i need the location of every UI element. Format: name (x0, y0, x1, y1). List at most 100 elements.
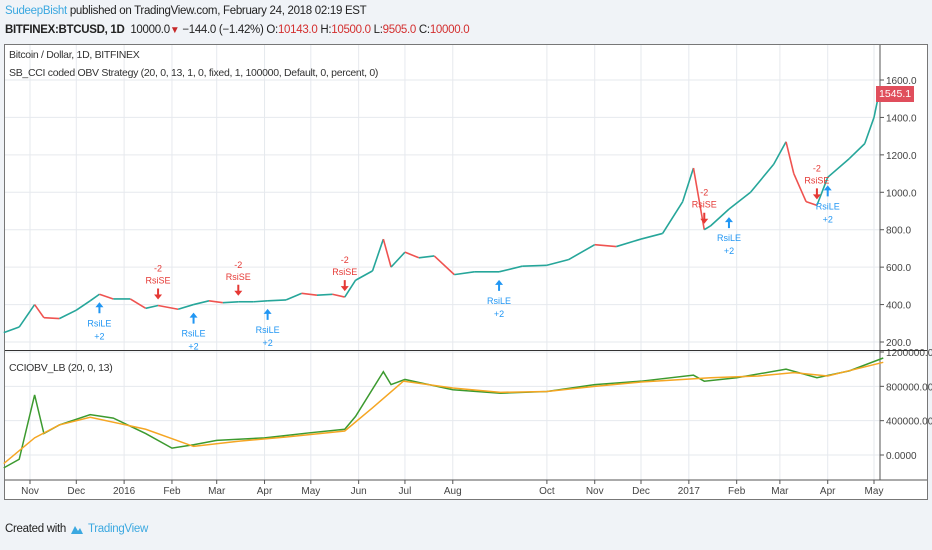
short-entry-arrow-icon (700, 212, 709, 224)
x-tick-label: Dec (67, 486, 85, 497)
price-segment (546, 258, 569, 267)
signal-label: RsiSE (332, 267, 357, 277)
x-tick-label: Mar (771, 486, 789, 497)
price-axis-label: 1200.0 (886, 151, 917, 162)
x-tick-label: Aug (444, 486, 462, 497)
price-segment (58, 309, 77, 320)
price-segment (43, 316, 60, 320)
price-segment (498, 265, 523, 273)
publish-info: SudeepBisht published on TradingView.com… (5, 5, 367, 17)
signal-qty: -2 (154, 264, 162, 274)
main-pane-title: Bitcoin / Dollar, 1D, BITFINEX (9, 49, 140, 61)
price-segment (177, 303, 194, 311)
price-segment (616, 238, 642, 248)
short-entry-arrow-icon (234, 284, 243, 296)
author-link[interactable]: SudeepBisht (5, 5, 67, 17)
price-segment (344, 279, 357, 298)
long-entry-arrow-icon (95, 302, 104, 314)
tradingview-link[interactable]: TradingView (87, 523, 148, 535)
signal-label: RsiLE (87, 318, 111, 328)
price-segment (522, 264, 547, 268)
ma-line (3, 361, 884, 465)
x-tick-label: May (301, 486, 320, 497)
price-segment (253, 300, 268, 303)
high-value: 10500.0 (331, 24, 371, 36)
close-value: 10000.0 (429, 24, 470, 36)
chart-container[interactable] (4, 44, 928, 500)
price-segment (749, 163, 775, 193)
price-segment (661, 201, 684, 234)
signal-qty: -2 (700, 188, 708, 198)
price-change: −144.0 (−1.42%) (182, 24, 264, 36)
low-label: L: (373, 24, 383, 36)
signal-label: RsiSE (804, 175, 829, 185)
x-tick-label: Jun (351, 486, 367, 497)
indicator-legend[interactable]: CCIOBV_LB (20, 0, 13) (9, 362, 113, 374)
short-entry-arrow-icon (340, 280, 349, 292)
x-tick-label: Oct (539, 486, 555, 497)
price-segment (157, 304, 179, 311)
signal-label: RsiSE (226, 272, 251, 282)
signal-qty: +2 (262, 338, 272, 348)
price-segment (89, 293, 100, 302)
price-segment (145, 304, 159, 310)
signal-qty: +2 (724, 246, 734, 256)
x-tick-label: Feb (163, 486, 181, 497)
price-axis-label: 1000.0 (886, 188, 917, 199)
symbol-info: BITFINEX:BTCUSD, 1D 10000.0 ▼ −144.0 (−1.… (5, 24, 470, 36)
created-with-text: Created with (5, 523, 66, 535)
price-segment (594, 243, 617, 248)
signal-label: RsiLE (182, 329, 206, 339)
down-triangle-icon: ▼ (169, 25, 180, 36)
short-entry-arrow-icon (154, 288, 163, 300)
price-segment (208, 300, 223, 304)
long-entry-arrow-icon (495, 279, 504, 291)
price-segment (404, 251, 420, 259)
price-segment (805, 200, 818, 207)
price-axis-label: 200.0 (886, 338, 911, 349)
price-axis-label: 600.0 (886, 263, 911, 274)
price-segment (640, 232, 663, 240)
x-tick-label: Apr (820, 486, 836, 497)
short-entry-arrow-icon (812, 188, 821, 200)
signal-qty: -2 (234, 260, 242, 270)
price-axis-label: 1600.0 (886, 76, 917, 87)
publish-text: published on TradingView.com, February 2… (69, 5, 367, 17)
indicator-axis-label: 0.0000 (886, 451, 917, 462)
x-tick-label: 2016 (113, 486, 136, 497)
signal-qty: -2 (341, 255, 349, 265)
price-segment (863, 117, 875, 144)
open-value: 10143.0 (277, 24, 318, 36)
footer: Created with TradingView (5, 523, 148, 535)
signal-label: RsiLE (487, 296, 511, 306)
price-segment (848, 143, 866, 160)
price-segment (709, 208, 730, 227)
x-tick-label: May (865, 486, 884, 497)
price-segment (433, 255, 455, 276)
indicator-axis-label: 800000.0000 (886, 382, 932, 393)
long-entry-arrow-icon (724, 217, 733, 229)
price-segment (382, 238, 392, 268)
open-label: O: (266, 24, 278, 36)
x-tick-label: Nov (21, 486, 39, 497)
signal-label: RsiSE (692, 200, 717, 210)
price-segment (285, 292, 302, 301)
signal-qty: +2 (494, 309, 504, 319)
long-entry-arrow-icon (189, 312, 198, 324)
signal-label: RsiLE (816, 201, 840, 211)
symbol: BITFINEX:BTCUSD, 1D (5, 24, 125, 36)
price-segment (785, 141, 795, 174)
price-segment (18, 304, 36, 328)
price-segment (99, 293, 114, 300)
price-segment (3, 326, 20, 334)
long-entry-arrow-icon (823, 185, 832, 197)
price-segment (418, 255, 435, 259)
x-tick-label: Nov (586, 486, 604, 497)
low-value: 9505.0 (382, 24, 417, 36)
price-segment (301, 292, 318, 297)
strategy-legend[interactable]: SB_CCI coded OBV Strategy (20, 0, 13, 1,… (9, 67, 379, 79)
x-tick-label: 2017 (678, 486, 701, 497)
price-segment (816, 177, 829, 206)
price-segment (193, 300, 210, 306)
